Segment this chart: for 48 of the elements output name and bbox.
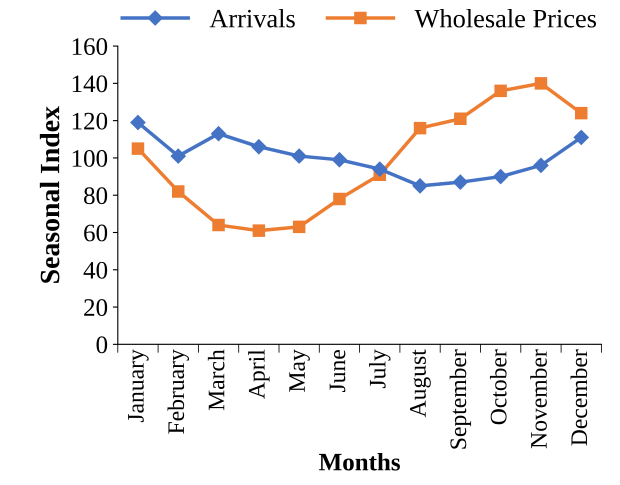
point [292, 220, 306, 234]
point [454, 112, 467, 126]
x-tick-label: December [570, 349, 588, 446]
point [170, 148, 186, 164]
y-tick-label: 20 [84, 299, 108, 316]
point [210, 126, 226, 142]
x-tick-label: April [248, 350, 270, 399]
y-tick-label: 40 [84, 262, 108, 279]
y-tick-label: 60 [84, 224, 108, 242]
point [575, 106, 588, 120]
x-tick-label: November [530, 349, 547, 448]
y-axis-title: Seasonal Index [40, 106, 60, 283]
y-tick-label: 120 [72, 112, 108, 130]
y-tick-label: 80 [84, 187, 108, 204]
legend-label: Wholesale Prices [414, 8, 596, 28]
point [132, 142, 144, 155]
x-tick-label: August [410, 349, 431, 418]
x-tick-label: October [490, 349, 507, 424]
point [130, 114, 146, 130]
x-tick-label: February [168, 349, 189, 434]
x-tick-label: July [369, 349, 390, 388]
y-tick-label: 100 [72, 150, 108, 167]
point [172, 185, 184, 198]
y-tick-label: 140 [72, 75, 108, 92]
point [534, 77, 548, 90]
point [493, 169, 508, 184]
point [574, 130, 589, 145]
legend-label: Arrivals [210, 8, 295, 28]
point [251, 139, 266, 154]
point [372, 162, 388, 177]
y-tick-label: 160 [72, 38, 108, 55]
point [252, 224, 266, 237]
x-tick-label: March [208, 350, 224, 410]
point [333, 192, 346, 206]
point [212, 218, 225, 232]
x-tick-label: January [128, 349, 149, 422]
x-tick-label: May [289, 349, 310, 392]
point [412, 178, 428, 194]
point [292, 148, 307, 164]
point [414, 122, 426, 134]
point [533, 158, 549, 173]
point [494, 84, 507, 98]
x-tick-label: June [330, 350, 346, 392]
point [332, 152, 348, 168]
y-tick-label: 0 [96, 336, 108, 354]
x-axis-title: Months [319, 452, 400, 471]
point [452, 174, 468, 190]
x-tick-label: September [450, 349, 472, 449]
